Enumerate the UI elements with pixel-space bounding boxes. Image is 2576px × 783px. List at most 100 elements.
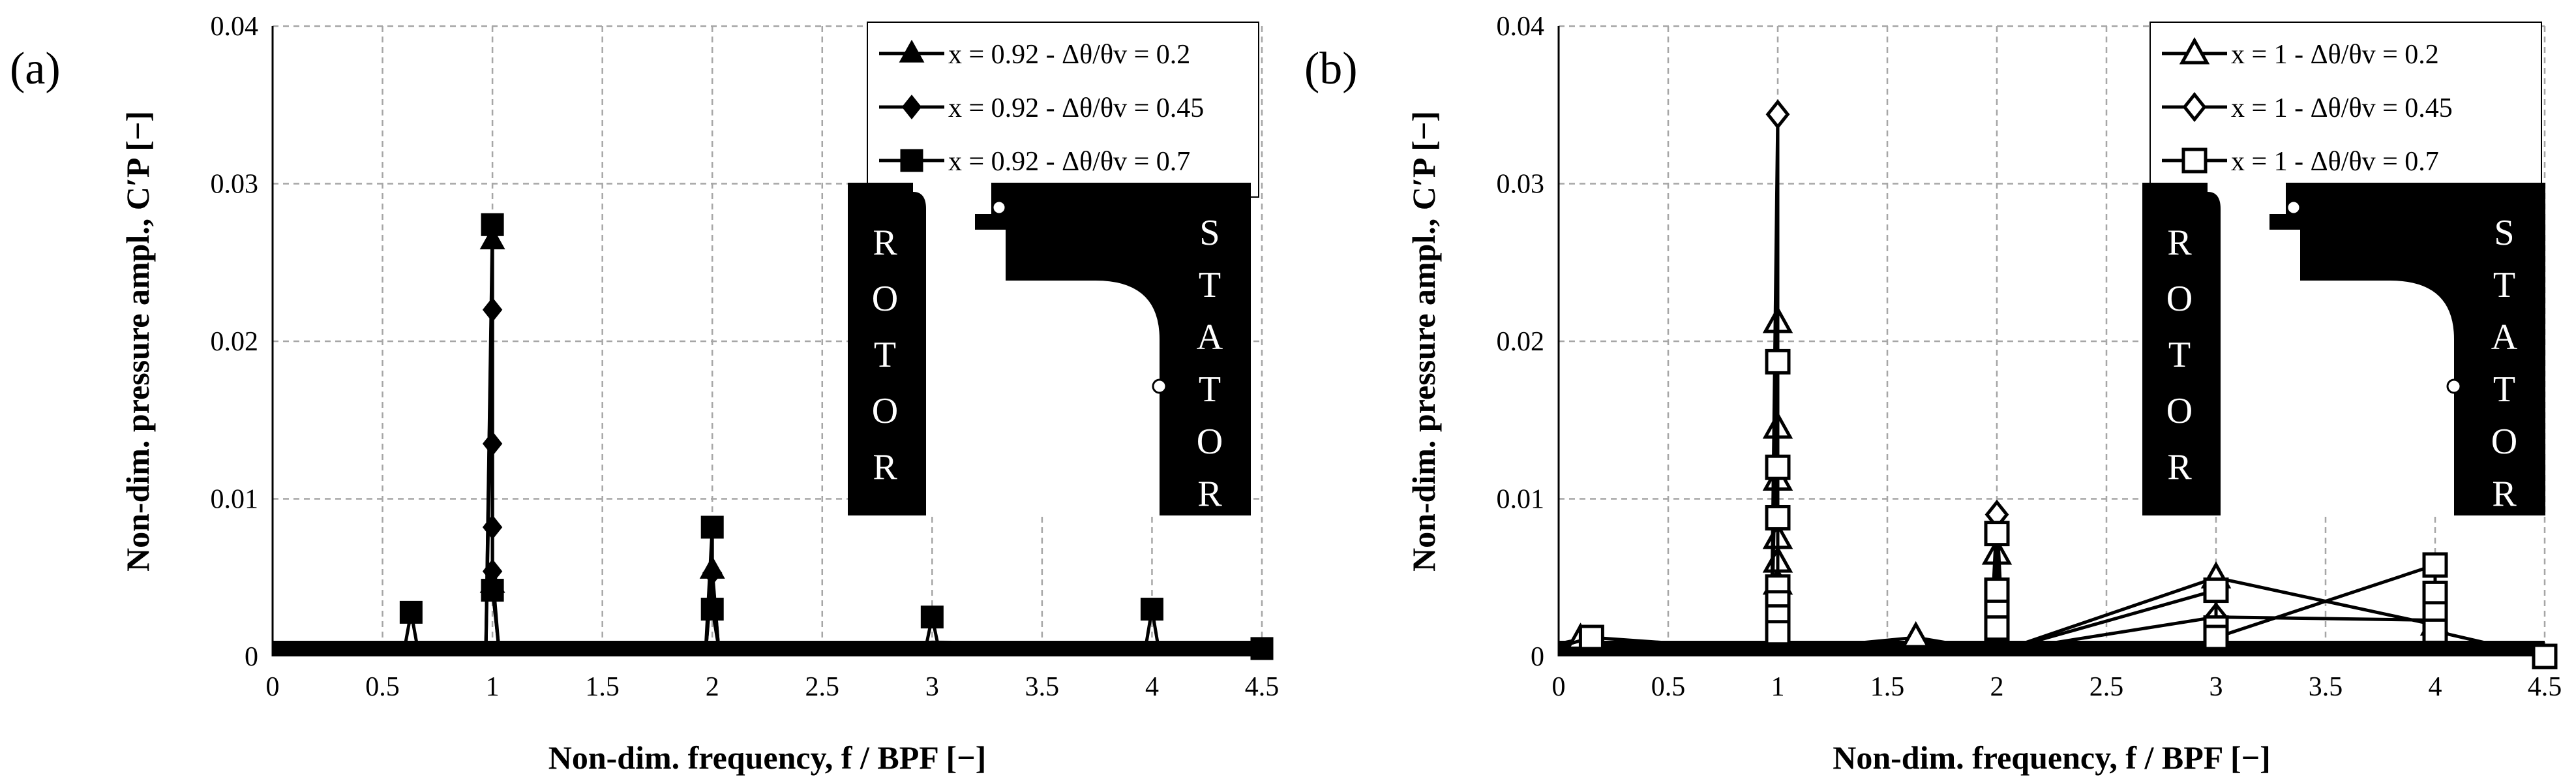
x-tick-label: 0.5 <box>1651 672 1686 702</box>
stator-letter: A <box>1197 317 1223 358</box>
square-marker <box>1984 577 2010 604</box>
square-marker <box>1140 598 1163 621</box>
x-axis-title: Non-dim. frequency, f / BPF [−] <box>1833 739 2271 776</box>
y-tick-label: 0.02 <box>211 327 259 357</box>
square-marker <box>700 515 724 539</box>
diamond-marker <box>901 94 922 120</box>
y-axis-title: Non-dim. pressure ampl., C′P [−] <box>1405 111 1442 572</box>
square-marker <box>900 149 923 172</box>
legend-entry: x = 0.92 - Δθ/θv = 0.7 <box>948 147 1190 177</box>
x-tick-label: 1 <box>1771 672 1785 702</box>
x-tick-label: 1.5 <box>1870 672 1905 702</box>
x-axis-title: Non-dim. frequency, f / BPF [−] <box>548 739 987 776</box>
y-tick-label: 0.01 <box>1497 485 1545 515</box>
rotor-letter: O <box>872 279 899 319</box>
series-line <box>272 223 1262 651</box>
stator-letter: T <box>2493 265 2515 305</box>
diamond-marker <box>2182 91 2207 123</box>
square-marker <box>1984 615 2010 641</box>
rotor-letter: O <box>2166 391 2194 431</box>
legend-entry: x = 0.92 - Δθ/θv = 0.2 <box>948 40 1190 70</box>
square-marker <box>399 600 423 624</box>
panel-b: (b) 0 0.5 1 1.5 2 2.5 3 3.5 4 4.5 0 0.01 0.02 0.03 0.0… <box>1304 12 2562 776</box>
rotor-letter: O <box>2166 279 2194 319</box>
probe-dot <box>991 200 1007 215</box>
y-tick-label: 0.01 <box>211 485 259 515</box>
square-marker <box>1765 454 1791 480</box>
x-tick-label: 3 <box>2209 672 2223 702</box>
series-square <box>272 213 1274 660</box>
series-square <box>1558 348 2558 669</box>
stator-letter: R <box>1197 474 1222 514</box>
x-tick-label: 0 <box>1552 672 1566 702</box>
rotor-letter: R <box>873 223 898 263</box>
legend: x = 0.92 - Δθ/θv = 0.2 x = 0.92 - Δθ/θv =… <box>867 22 1259 198</box>
rotor-letter: R <box>2167 447 2193 487</box>
x-tick-label: 4.5 <box>2528 672 2562 702</box>
square-marker <box>2203 577 2229 604</box>
stator-letter: S <box>2494 213 2514 253</box>
x-tick-label: 3.5 <box>1025 672 1060 702</box>
square-marker <box>1765 348 1791 375</box>
square-marker <box>1765 620 1791 646</box>
stator-letter: T <box>1199 369 1221 410</box>
panel-label: (b) <box>1304 44 1358 94</box>
y-tick-label: 0 <box>245 642 258 672</box>
square-marker <box>1765 504 1791 530</box>
square-marker <box>920 606 944 629</box>
stator-letter: T <box>2493 369 2515 410</box>
x-tick-label: 2 <box>706 672 719 702</box>
x-tick-label: 1.5 <box>585 672 620 702</box>
legend-box <box>867 22 1259 198</box>
x-tick-label: 4.5 <box>1245 672 1280 702</box>
x-tick-label: 2 <box>1990 672 2004 702</box>
legend: x = 1 - Δθ/θv = 0.2 x = 1 - Δθ/θv = 0.45 x… <box>2149 22 2542 198</box>
probe-dot <box>2286 200 2301 215</box>
panel-a: (a) 0 0.5 1 1.5 2 2.5 3 3.5 4 4.5 0 0.01 0.02 0.03 0.0… <box>10 12 1279 776</box>
y-tick-label: 0.03 <box>1497 170 1545 200</box>
rotor-letter: R <box>2167 223 2193 263</box>
x-tick-label: 4 <box>2429 672 2442 702</box>
x-tick-label: 1 <box>486 672 500 702</box>
square-marker <box>1578 624 1604 651</box>
stator-letter: O <box>2491 422 2517 462</box>
square-marker <box>481 213 504 236</box>
x-tick-label: 2.5 <box>805 672 840 702</box>
rotor-letter: T <box>874 335 897 375</box>
x-tick-label: 2.5 <box>2089 672 2124 702</box>
x-tick-label: 4 <box>1145 672 1159 702</box>
square-marker <box>1250 637 1274 660</box>
inset-channel <box>2208 183 2454 515</box>
probe-dot <box>1152 378 1167 394</box>
legend-box <box>2149 22 2542 198</box>
square-marker <box>481 579 504 602</box>
x-tick-label: 0.5 <box>365 672 400 702</box>
square-marker <box>1984 521 2010 547</box>
stator-letter: T <box>1199 265 1221 305</box>
y-axis-title: Non-dim. pressure ampl., C′P [−] <box>119 111 156 572</box>
legend-entry: x = 0.92 - Δθ/θv = 0.45 <box>948 93 1204 123</box>
legend-entry: x = 1 - Δθ/θv = 0.7 <box>2231 147 2439 177</box>
y-tick-label: 0.02 <box>1497 327 1545 357</box>
y-tick-label: 0.04 <box>1497 12 1545 42</box>
stator-letter: R <box>2492 474 2517 514</box>
square-marker <box>700 598 724 621</box>
rotor-letter: O <box>872 391 899 431</box>
inset-channel <box>913 183 1160 515</box>
square-marker <box>2181 147 2208 174</box>
triangle-marker <box>1900 621 1931 649</box>
stator-letter: S <box>1199 213 1220 253</box>
rotor-letter: R <box>873 447 898 487</box>
x-tick-label: 0 <box>266 672 280 702</box>
stator-letter: A <box>2491 317 2518 358</box>
rotor-letter: T <box>2168 335 2192 375</box>
triangle-marker <box>899 39 925 63</box>
diamond-marker <box>1765 99 1790 130</box>
x-tick-label: 3.5 <box>2309 672 2343 702</box>
legend-entry: x = 1 - Δθ/θv = 0.45 <box>2231 93 2453 123</box>
square-marker <box>2203 624 2229 651</box>
square-marker <box>2532 643 2558 669</box>
